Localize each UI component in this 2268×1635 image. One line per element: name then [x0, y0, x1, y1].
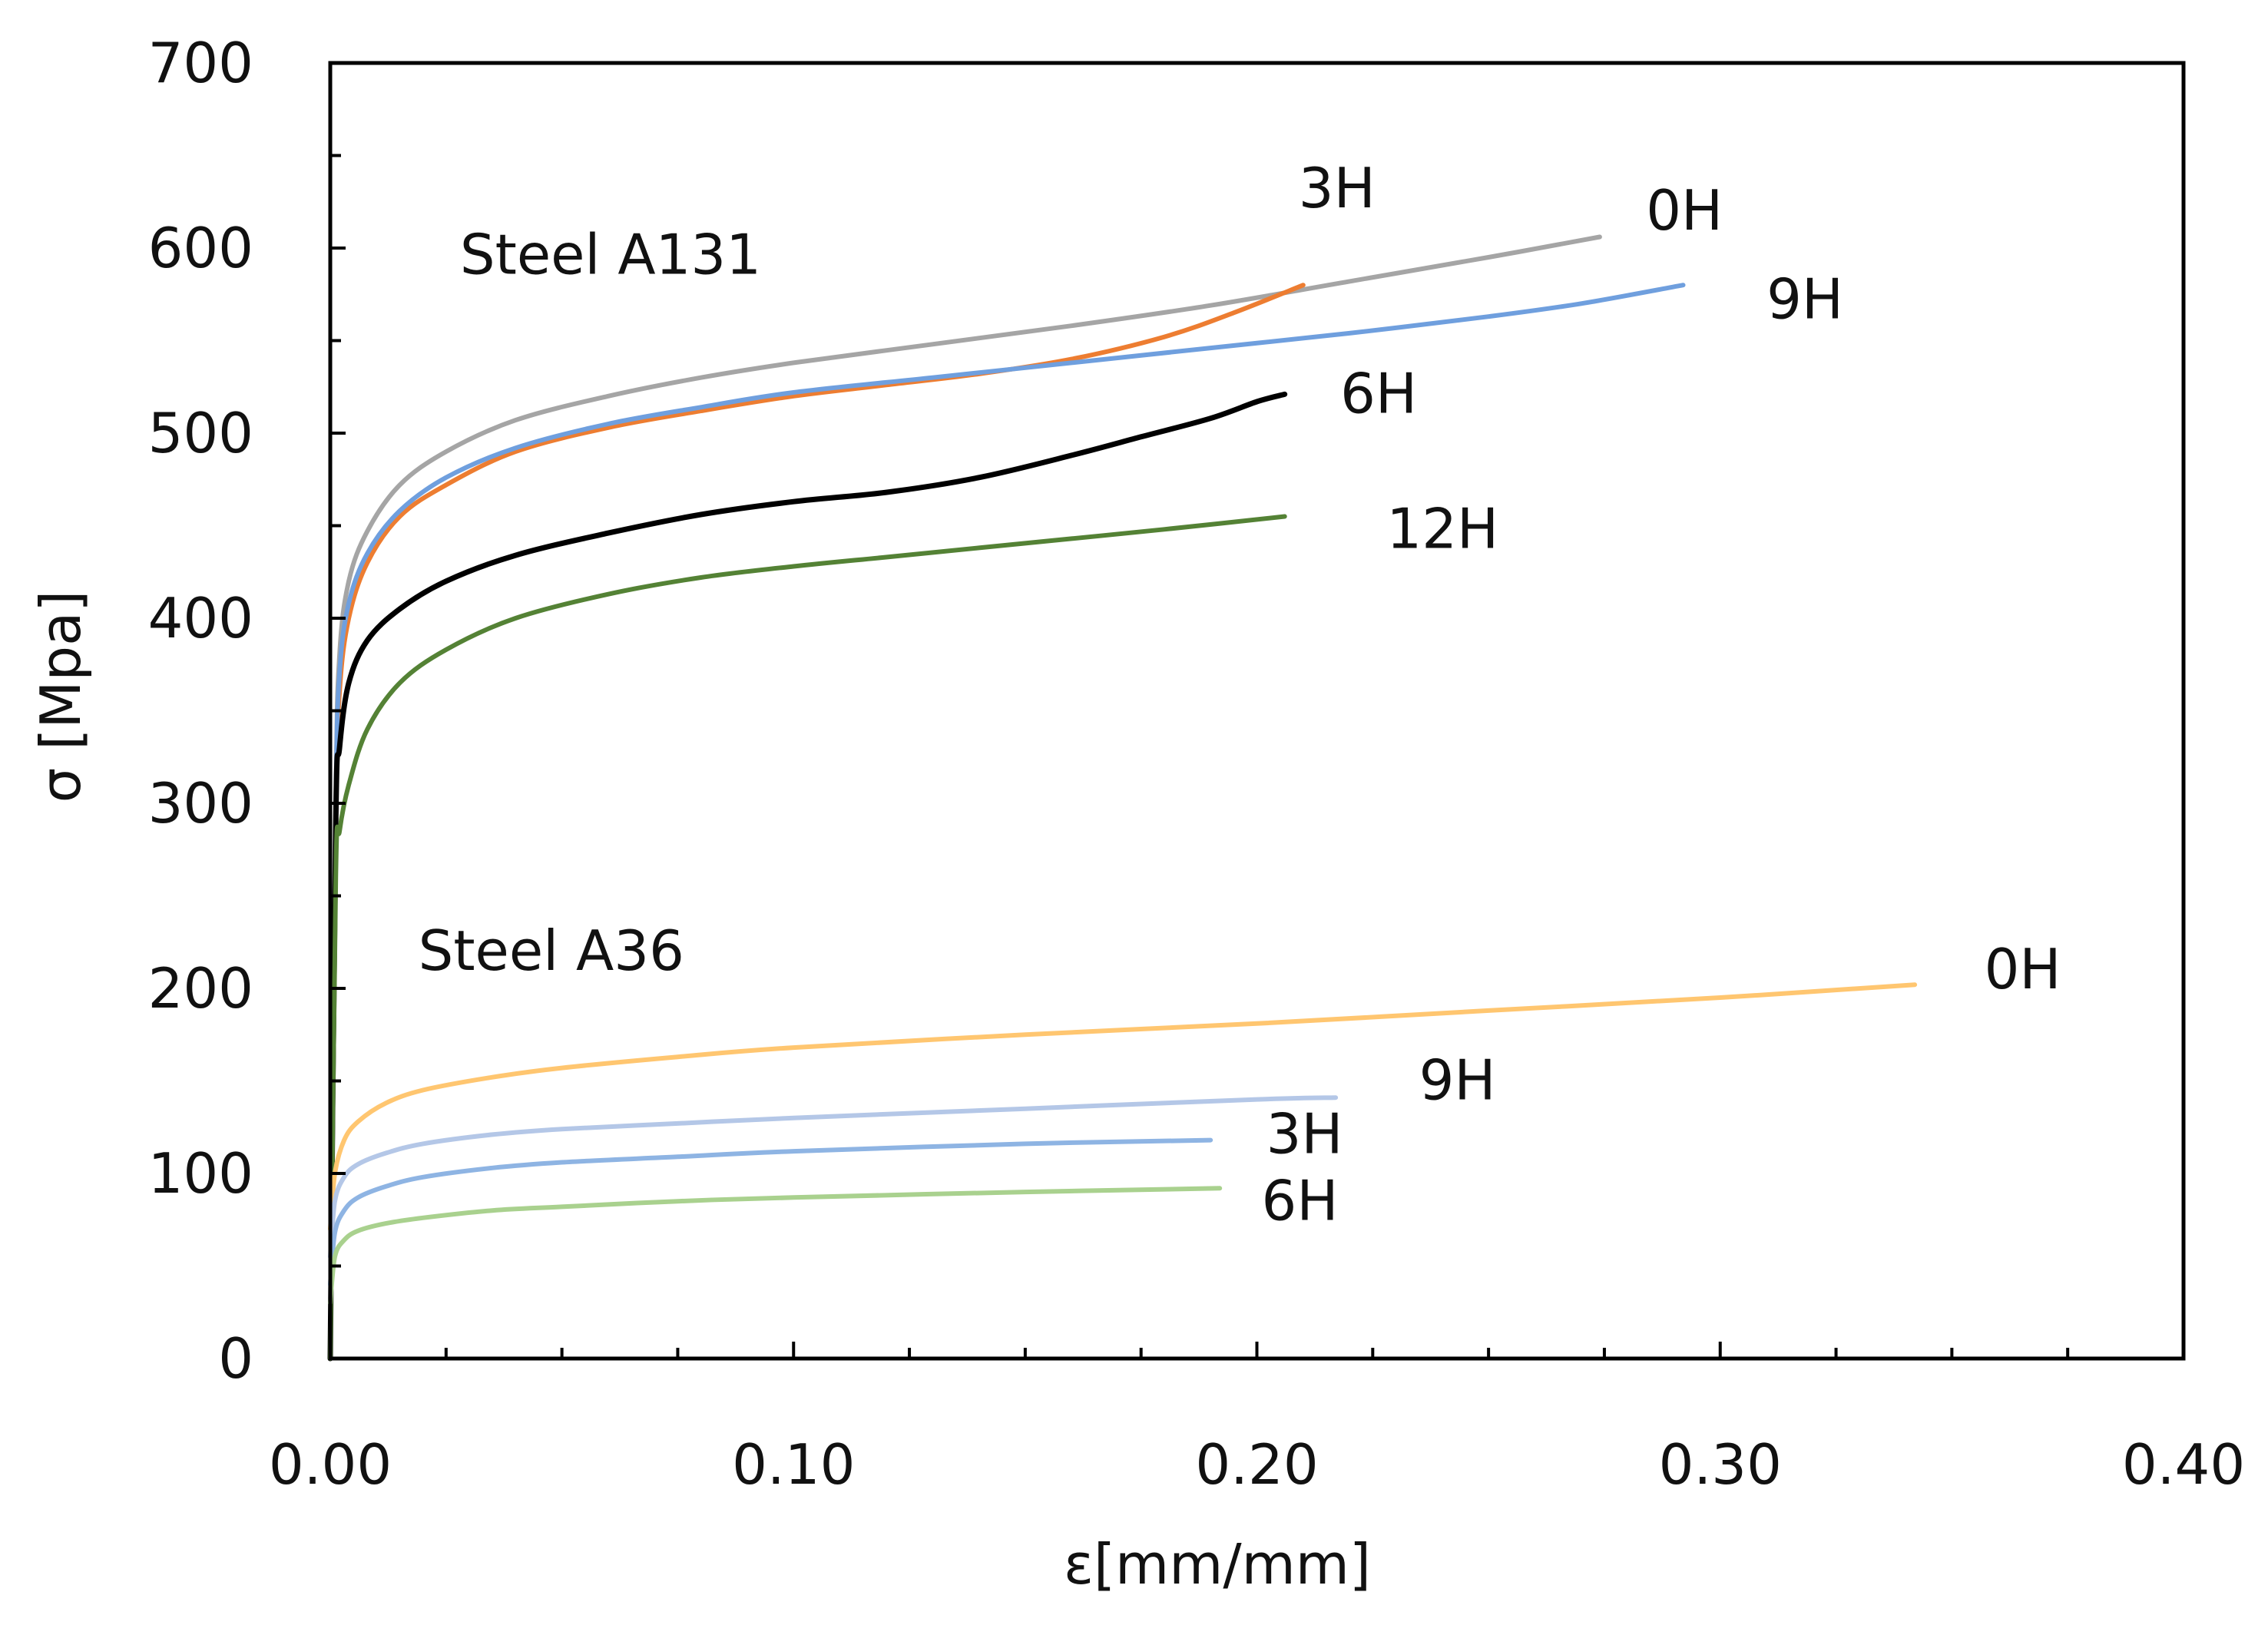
- series-line-a131-9h: [328, 283, 1686, 1361]
- y-tick-label: 400: [148, 586, 253, 650]
- x-tick-label: 0.20: [1195, 1432, 1318, 1497]
- series-label: 0H: [1985, 937, 2061, 1001]
- series-layer: [327, 234, 1918, 1362]
- series-label: 9H: [1419, 1048, 1496, 1113]
- axes-layer: 0 100 200 300 400 500 600 700 0.00 0.10 0.20 0.30 0.…: [148, 31, 2246, 1497]
- y-tick-label: 700: [148, 31, 253, 95]
- x-tick-label: 0.10: [732, 1432, 855, 1497]
- x-axis-title: ε[mm/mm]: [1064, 1532, 1371, 1597]
- series-label: 0H: [1646, 178, 1723, 243]
- series-label: 3H: [1266, 1101, 1343, 1166]
- series-label: 6H: [1262, 1168, 1339, 1233]
- y-tick-label: 200: [148, 956, 253, 1021]
- series-line-a36-0h: [328, 982, 1918, 1232]
- series-label: 3H: [1299, 156, 1376, 220]
- y-tick-label: 600: [148, 216, 253, 280]
- x-tick-label: 0.00: [269, 1432, 392, 1497]
- series-line-a36-3h: [328, 1137, 1213, 1287]
- series-line-a36-6h: [328, 1186, 1223, 1306]
- x-tick-label: 0.40: [2122, 1432, 2245, 1497]
- series-line-a131-12h: [328, 514, 1287, 1361]
- x-tick-label: 0.30: [1659, 1432, 1782, 1497]
- y-tick-label: 300: [148, 771, 253, 836]
- group-annotation: Steel A36: [419, 918, 684, 983]
- series-label: 9H: [1766, 267, 1843, 332]
- series-line-a36-9h: [328, 1095, 1339, 1259]
- series-label: 12H: [1386, 496, 1498, 561]
- series-label: 6H: [1340, 361, 1417, 425]
- y-tick-label: 0: [218, 1326, 253, 1391]
- series-line-a131-6h: [327, 391, 1288, 1362]
- y-tick-label: 100: [148, 1141, 253, 1206]
- y-tick-label: 500: [148, 401, 253, 465]
- group-annotation: Steel A131: [460, 223, 761, 287]
- y-axis-title: σ [Mpa]: [28, 591, 93, 803]
